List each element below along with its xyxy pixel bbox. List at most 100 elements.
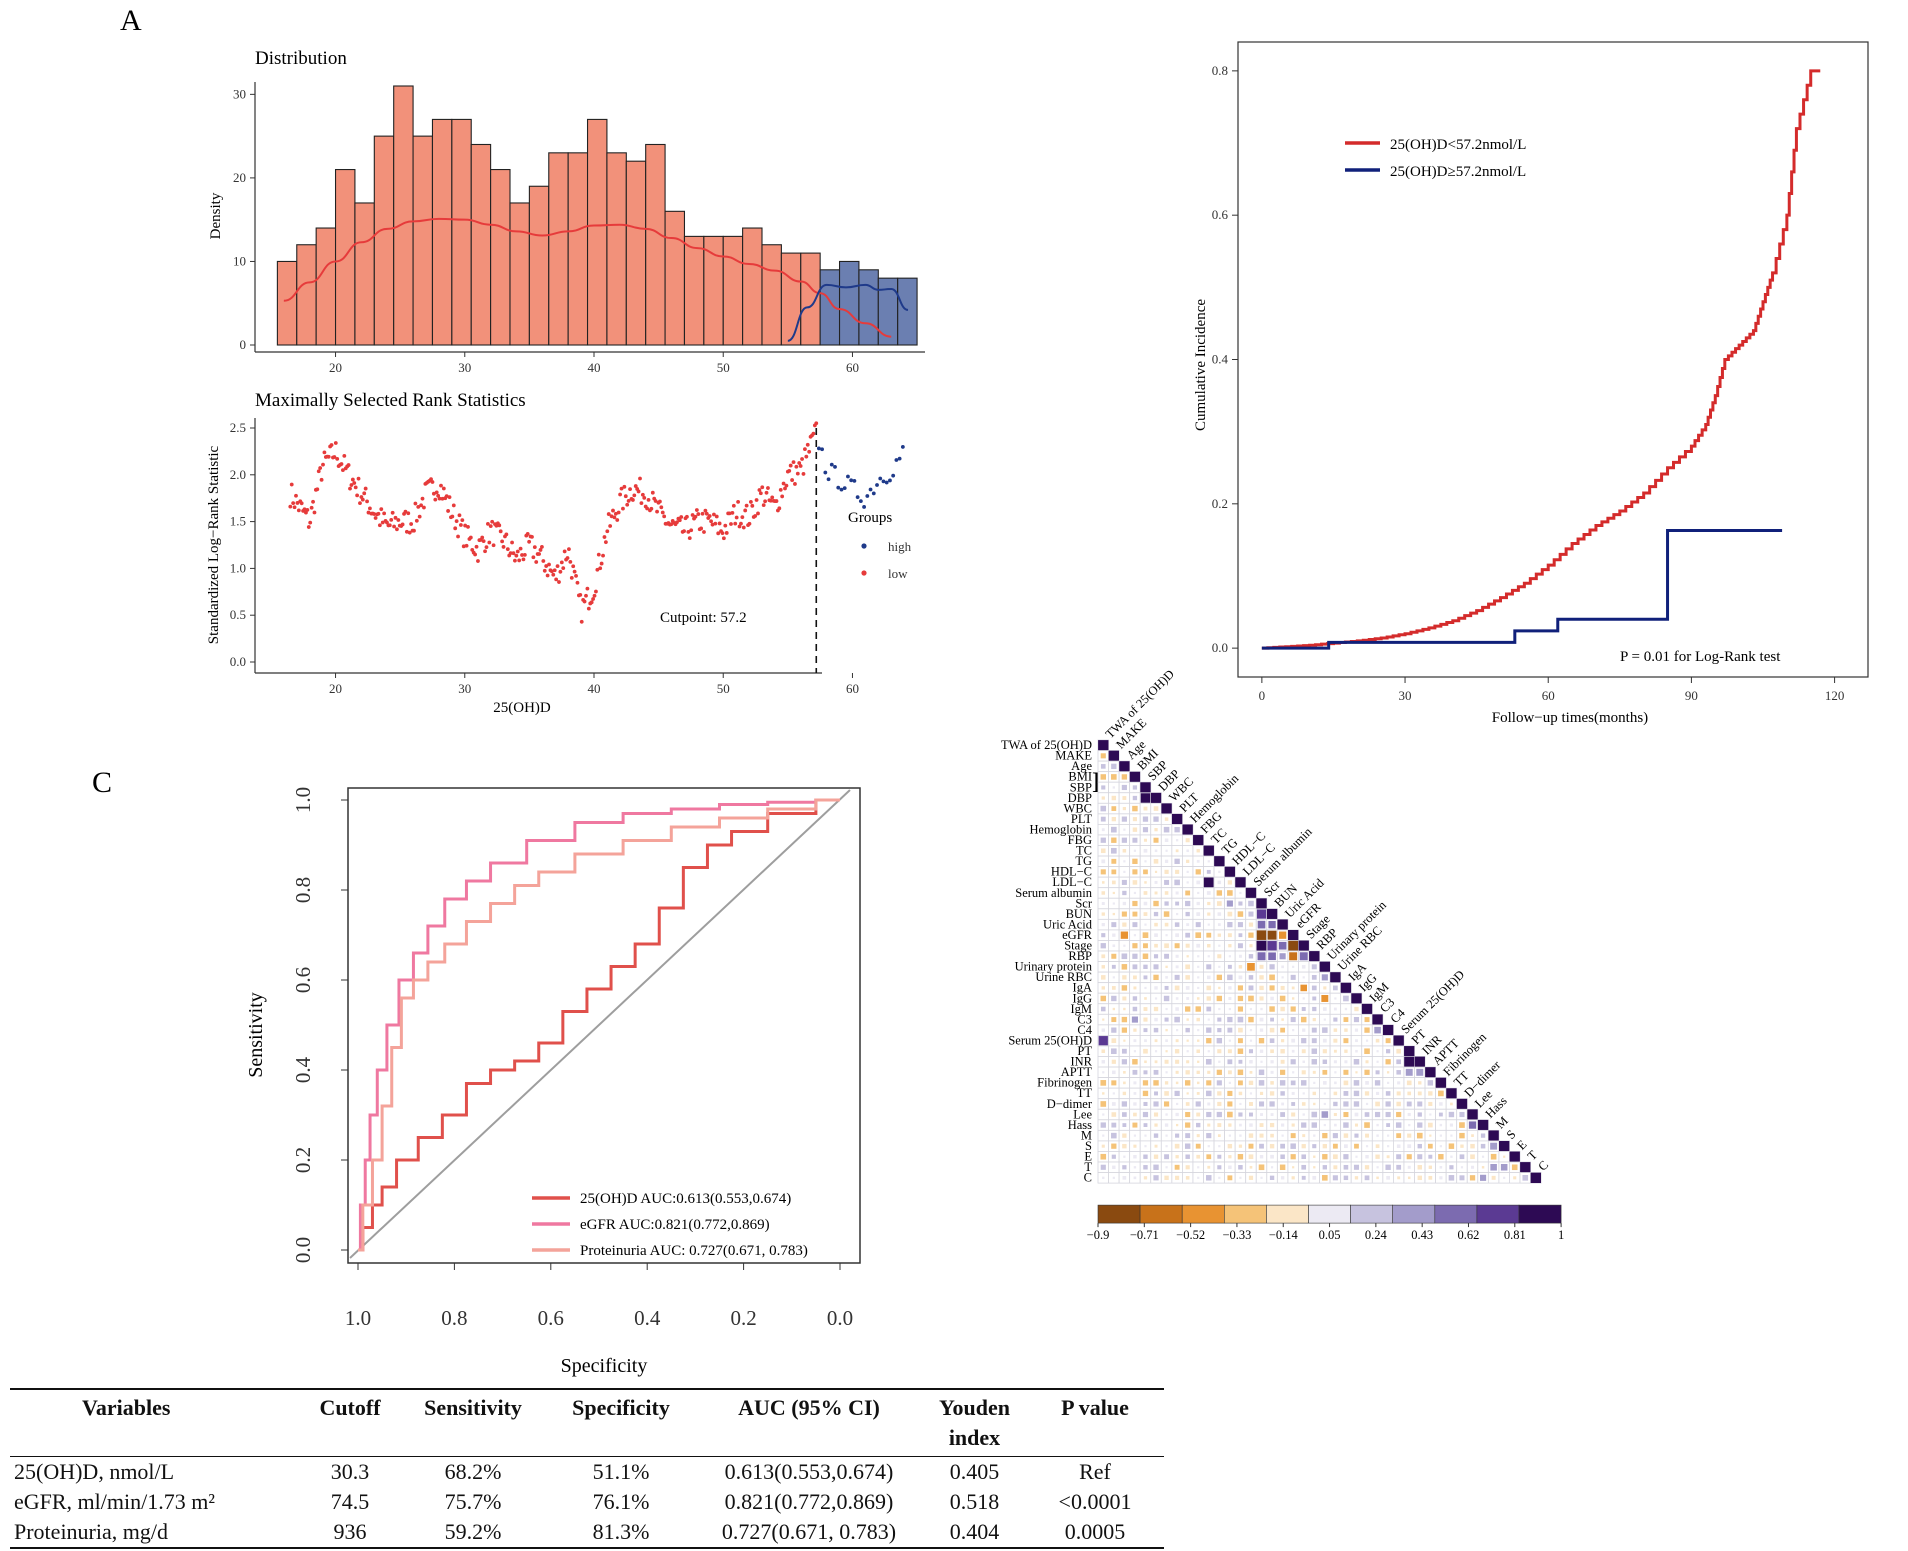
corr-diagonal-square [1382,1024,1394,1036]
corr-square [1281,1039,1285,1043]
corr-square [1227,921,1233,928]
corr-square [1227,1070,1232,1075]
corr-square [1196,1134,1200,1138]
corr-square [1256,909,1267,919]
dist-x-tick-label: 20 [329,360,342,375]
corr-square [1238,1144,1243,1148]
maxstat-point-low [645,506,650,511]
corr-square [1174,826,1180,833]
corr-square [1111,964,1116,969]
corr-square [1343,1091,1349,1096]
maxstat-point-low [579,619,584,624]
corr-square [1459,1154,1465,1160]
corr-square [1163,995,1170,1002]
corr-square [1154,1060,1158,1064]
maxstat-point-low [429,477,433,482]
corr-square [1143,1176,1148,1180]
colorbar-tick-label: 0.43 [1411,1228,1433,1242]
corr-square [1216,995,1223,1002]
corr-square [1100,805,1107,812]
hist-bar-low [567,152,589,346]
maxstat-point-low [707,514,712,518]
corr-diag-label: Serum 25(OH)D [1398,967,1467,1036]
corr-square [1227,1101,1233,1107]
corr-square [1175,849,1179,853]
th-variables: Variables [82,1395,171,1420]
corr-diagonal-square [1245,887,1257,899]
corr-square [1122,1123,1127,1128]
corr-square [1154,1039,1158,1043]
corr-square [1175,933,1180,938]
corr-square [1248,995,1254,1002]
cell-auc: 0.613(0.553,0.674) [724,1459,894,1484]
roc-y-tick-label: 1.0 [291,787,315,813]
maxstat-point-low [414,518,419,523]
corr-square [1375,1144,1380,1149]
maxstat-point-low [326,454,331,459]
maxstat-point-low [537,552,541,556]
panel-c-letter: C [92,766,112,799]
corr-square [1270,1017,1275,1022]
colorbar-tick-label: 0.81 [1504,1228,1526,1242]
corr-square [1407,1091,1412,1096]
corr-row-label: Lee [1073,1107,1092,1121]
colorbar-tick-label: −0.52 [1176,1228,1205,1242]
maxstat-point-low [658,499,662,504]
hist-bar-low [722,235,744,346]
corr-square [1122,1175,1127,1180]
corr-square [1311,1048,1317,1054]
maxstat-point-low [368,506,372,511]
corr-square [1121,837,1127,843]
th-youden-l2: index [948,1425,1001,1450]
corr-square [1217,880,1222,885]
corr-square [1206,964,1212,970]
corr-square [1175,965,1179,969]
corr-square [1386,1071,1390,1074]
maxstat-point-low [454,519,459,524]
km-x-tick-label: 90 [1685,688,1698,703]
corr-square [1248,1049,1253,1054]
corr-square [1165,1113,1168,1116]
corr-square [1256,940,1267,951]
maxstat-point-low [795,471,800,476]
km-x-tick-label: 120 [1825,688,1845,703]
corr-square [1196,1081,1200,1085]
corr-square [1268,920,1276,929]
maxstat-point-high [839,487,844,492]
maxstat-point-high [875,483,879,487]
corr-square [1143,975,1148,980]
km-ticks: 0 30 60 90 120 0.0 0.2 0.4 0.6 0.8 [1212,63,1845,703]
legend-low-label: low [888,566,908,581]
corr-square [1206,996,1211,1001]
maxstat-point-low [434,490,439,495]
roc-legend-prot-label: Proteinuria AUC: 0.727(0.671, 0.783) [580,1243,808,1259]
maxstat-point-high [862,505,866,509]
corr-square [1217,933,1221,937]
corr-square [1439,1134,1442,1137]
hist-bar-low [373,135,395,346]
corr-square [1195,1101,1201,1107]
maxstat-point-low [439,483,443,488]
maxstat-point-high [878,476,883,481]
hist-bar-low [315,227,337,346]
maxstat-point-low [704,511,709,516]
corr-square [1227,1016,1233,1023]
maxstat-point-low [365,499,369,504]
corr-square [1196,1122,1201,1128]
corr-square [1112,1165,1116,1169]
corr-square [1439,1102,1443,1106]
maxstat-point-low [416,504,421,509]
corr-square [1186,1018,1189,1021]
corr-square [1364,1069,1370,1075]
corr-square [1491,1175,1496,1180]
corr-square [1153,1027,1159,1033]
corr-square [1248,1143,1254,1149]
corr-square [1164,1059,1169,1064]
corr-square [1203,877,1214,888]
maxstat-point-low [441,486,446,491]
corr-square [1311,1038,1317,1044]
maxstat-point-low [302,507,307,512]
maxstat-point-low [446,509,450,513]
corr-square [1439,1165,1443,1169]
corr-square [1207,860,1210,863]
